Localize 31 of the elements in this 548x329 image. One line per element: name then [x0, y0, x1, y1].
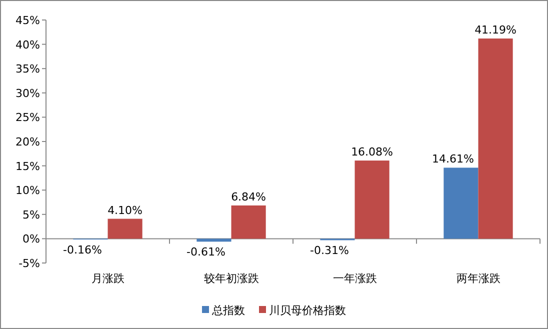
y-tick-label: 35% [16, 62, 40, 76]
y-tick-label: 10% [16, 184, 40, 198]
bar [196, 238, 232, 242]
bar [354, 160, 390, 239]
data-label: 14.61% [432, 152, 474, 166]
data-label: -0.31% [310, 244, 349, 258]
y-tick-label: -5% [18, 257, 40, 270]
x-tick-label: 较年初涨跌 [204, 272, 259, 285]
y-tick-label: 20% [16, 136, 40, 148]
data-label: 6.84% [231, 190, 266, 204]
bar [108, 218, 142, 239]
data-label: -0.61% [186, 246, 226, 259]
data-label: 4.10% [108, 204, 143, 217]
data-label: 41.19% [474, 24, 517, 37]
bar [444, 168, 478, 239]
y-tick-label: 5% [22, 208, 40, 222]
data-label: 16.08% [351, 146, 394, 159]
x-tick-label: 两年涨跌 [456, 272, 500, 285]
bar [231, 205, 266, 239]
y-tick-label: 0% [22, 232, 40, 246]
x-tick-label: 月涨跌 [91, 272, 124, 285]
data-label: -0.16% [63, 243, 102, 256]
x-tick-label: 一年涨跌 [332, 272, 377, 285]
y-tick-label: 30% [16, 86, 40, 100]
y-tick-label: 15% [16, 160, 40, 173]
legend-label: 总指数 [211, 304, 245, 317]
y-tick-label: 45% [16, 14, 40, 27]
y-tick-label: 25% [16, 111, 40, 124]
legend-label: 川贝母价格指数 [269, 304, 346, 317]
y-tick-label: 40% [16, 38, 40, 52]
bar [478, 38, 513, 239]
